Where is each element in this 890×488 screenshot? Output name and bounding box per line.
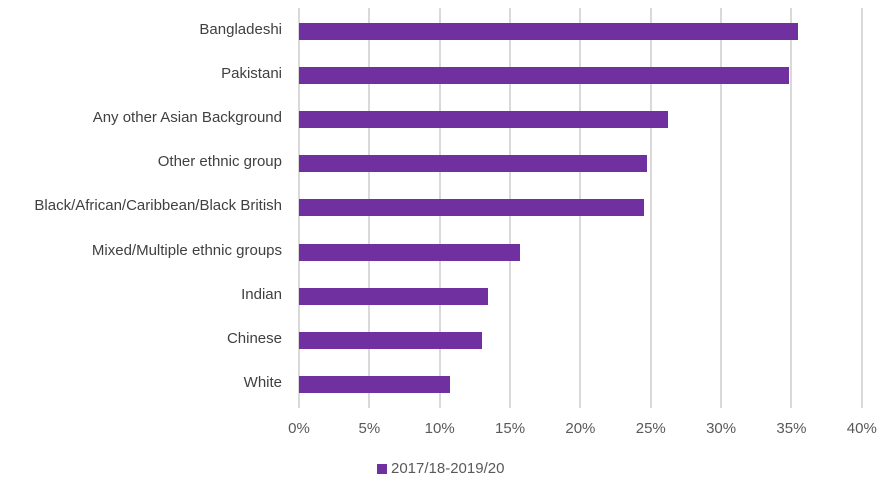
category-label: Indian	[241, 285, 282, 303]
category-label: Black/African/Caribbean/Black British	[34, 197, 282, 215]
category-label: Any other Asian Background	[92, 109, 282, 127]
bar	[299, 243, 520, 261]
gridline	[649, 8, 652, 408]
bar	[299, 287, 488, 305]
bar	[299, 155, 647, 173]
gridline	[720, 8, 723, 408]
gridline	[860, 8, 863, 408]
category-label: Other ethnic group	[157, 153, 282, 171]
bar	[299, 23, 799, 40]
category-label: White	[243, 373, 282, 391]
category-label: Pakistani	[221, 65, 282, 83]
x-tick-label: 10%	[424, 420, 455, 437]
x-tick-label: 0%	[288, 420, 310, 437]
category-label: Bangladeshi	[199, 21, 282, 38]
x-tick-label: 5%	[358, 420, 381, 437]
bar	[299, 67, 789, 85]
x-tick-label: 15%	[495, 420, 526, 437]
x-tick-label: 25%	[635, 420, 666, 437]
x-tick-label: 35%	[776, 420, 807, 437]
legend-label: 2017/18-2019/20	[391, 460, 505, 477]
bar	[299, 375, 450, 393]
category-label: Chinese	[226, 329, 282, 347]
legend: 2017/18-2019/20	[377, 460, 504, 477]
bar	[299, 111, 668, 129]
category-label: Mixed/Multiple ethnic groups	[91, 241, 282, 259]
bar	[299, 331, 482, 349]
x-tick-label: 40%	[846, 420, 877, 437]
gridline	[790, 8, 793, 408]
x-tick-label: 20%	[565, 420, 596, 437]
x-tick-label: 30%	[706, 420, 737, 437]
bar	[299, 199, 644, 217]
legend-swatch	[377, 463, 387, 474]
